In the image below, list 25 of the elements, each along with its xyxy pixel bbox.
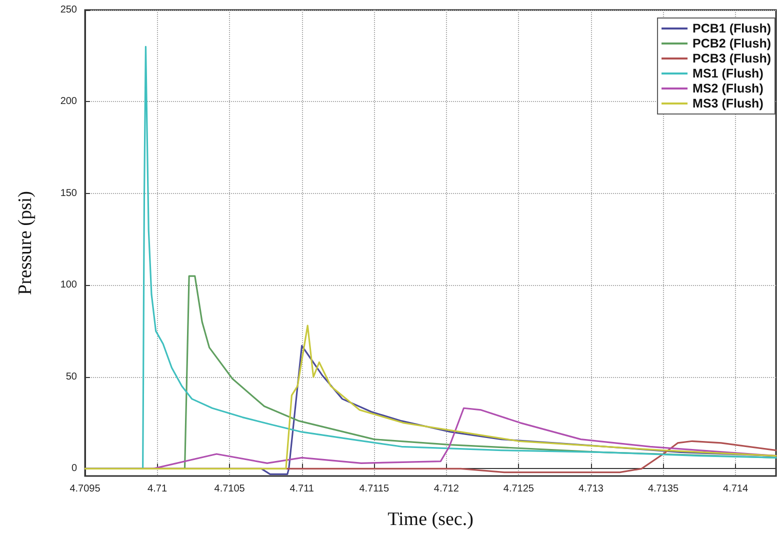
y-tick-label: 150 — [60, 188, 78, 199]
legend-label: MS2 (Flush) — [692, 82, 764, 96]
y-tick-label: 50 — [66, 371, 78, 382]
legend-label: PCB1 (Flush) — [692, 22, 772, 36]
x-tick-label: 4.7125 — [503, 484, 534, 494]
x-tick-label: 4.7135 — [648, 484, 679, 494]
y-tick-label: 100 — [60, 280, 78, 291]
x-tick-label: 4.713 — [578, 484, 604, 494]
x-tick-label: 4.711 — [290, 484, 314, 494]
legend-label: MS3 (Flush) — [692, 96, 764, 110]
x-tick-label: 4.7105 — [214, 484, 246, 494]
x-tick-label: 4.712 — [434, 484, 460, 494]
y-tick-label: 0 — [71, 463, 78, 474]
legend-label: MS1 (Flush) — [692, 66, 764, 80]
y-tick-label: 250 — [60, 4, 78, 16]
x-tick-label: 4.7115 — [359, 484, 390, 494]
x-tick-label: 4.714 — [723, 484, 748, 494]
x-tick-label: 4.71 — [148, 484, 168, 494]
x-axis-title: Time (sec.) — [388, 509, 474, 530]
y-axis-title: Pressure (psi) — [15, 191, 36, 295]
y-tick-label: 200 — [60, 96, 78, 108]
legend-label: PCB3 (Flush) — [692, 52, 772, 66]
line-series — [84, 324, 777, 470]
legend-label: PCB2 (Flush) — [692, 36, 772, 50]
x-tick-label: 4.7095 — [70, 484, 101, 494]
